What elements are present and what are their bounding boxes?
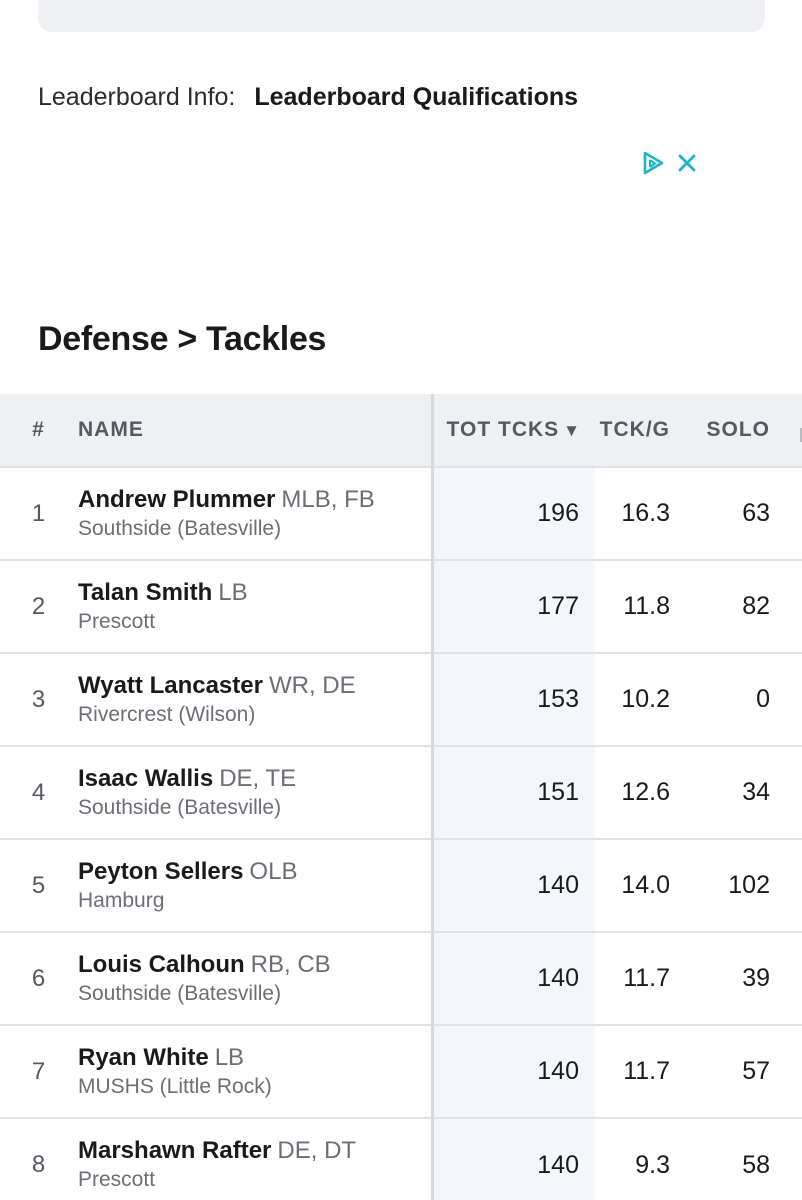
- row-solo: 63: [742, 499, 770, 527]
- player-name-line: Isaac Wallis DE, TE: [78, 764, 409, 794]
- player-position: DE, TE: [219, 764, 297, 792]
- row-total-tackles: 153: [430, 653, 595, 746]
- row-solo: 39: [742, 964, 770, 992]
- player-team[interactable]: Prescott: [78, 609, 156, 633]
- row-solo: 102: [728, 871, 770, 899]
- player-team[interactable]: Southside (Batesville): [78, 516, 282, 540]
- table-row[interactable]: 7 Ryan White LB MUSHS (Little Rock) 140 11.7 5…: [0, 1025, 802, 1118]
- player-name[interactable]: Talan Smith: [78, 578, 213, 606]
- player-name-line: Talan Smith LB: [78, 578, 409, 608]
- player-name-line: Louis Calhoun RB, CB: [78, 950, 409, 980]
- row-tackles-per-game: 16.3: [621, 499, 670, 527]
- row-total-tackles: 151: [430, 746, 595, 839]
- row-total-tackles: 140: [430, 932, 595, 1025]
- row-total-tackles: 140: [430, 1118, 595, 1200]
- row-player[interactable]: Peyton Sellers OLB Hamburg: [60, 839, 432, 932]
- player-name[interactable]: Ryan White: [78, 1043, 209, 1071]
- table-row[interactable]: 4 Isaac Wallis DE, TE Southside (Batesville…: [0, 746, 802, 839]
- row-player[interactable]: Louis Calhoun RB, CB Southside (Batesville…: [60, 932, 432, 1025]
- row-solo: 82: [742, 592, 770, 620]
- row-total-tackles: 140: [430, 839, 595, 932]
- row-total-tackles: 140: [430, 1025, 595, 1118]
- section-title: Defense > Tackles: [38, 320, 327, 358]
- player-team[interactable]: Rivercrest (Wilson): [78, 702, 256, 726]
- table-row[interactable]: 1 Andrew Plummer MLB, FB Southside (Batesvi…: [0, 467, 802, 560]
- leaderboard-info: Leaderboard Info: Leaderboard Qualificat…: [38, 82, 578, 112]
- table-row[interactable]: 6 Louis Calhoun RB, CB Southside (Batesvill…: [0, 932, 802, 1025]
- row-player[interactable]: Andrew Plummer MLB, FB Southside (Batesvil…: [60, 467, 432, 560]
- player-name-line: Marshawn Rafter DE, DT: [78, 1136, 409, 1166]
- player-position: RB, CB: [250, 950, 331, 978]
- row-rank: 3: [31, 685, 46, 713]
- scroll-edge-indicator: [800, 428, 802, 442]
- row-rank: 6: [31, 964, 46, 992]
- player-name-line: Peyton Sellers OLB: [78, 857, 409, 887]
- table-row[interactable]: 5 Peyton Sellers OLB Hamburg 140 14.0 102: [0, 839, 802, 932]
- player-position: LB: [218, 578, 248, 606]
- player-team[interactable]: Prescott: [78, 1168, 156, 1191]
- ad-controls: [640, 150, 698, 176]
- header-total-tackles[interactable]: TOT TCKS ▼: [430, 394, 595, 467]
- header-solo[interactable]: SOLO: [706, 418, 770, 441]
- row-rank: 5: [31, 871, 46, 899]
- row-solo: 57: [742, 1057, 770, 1085]
- leaderboard-info-label: Leaderboard Info:: [38, 83, 236, 111]
- row-tackles-per-game: 11.8: [623, 592, 670, 620]
- player-team[interactable]: Hamburg: [78, 888, 165, 912]
- row-rank: 1: [31, 499, 46, 527]
- leaderboard-qualifications-link[interactable]: Leaderboard Qualifications: [254, 83, 579, 111]
- player-position: WR, DE: [268, 671, 356, 699]
- row-rank: 7: [31, 1057, 46, 1085]
- row-tackles-per-game: 11.7: [623, 964, 670, 992]
- player-position: LB: [214, 1043, 245, 1071]
- row-player[interactable]: Talan Smith LB Prescott: [60, 560, 432, 653]
- header-tackles-per-game[interactable]: TCK/G: [599, 418, 670, 441]
- player-team[interactable]: Southside (Batesville): [78, 795, 282, 819]
- row-player[interactable]: Marshawn Rafter DE, DT Prescott: [60, 1118, 432, 1200]
- ad-choices-icon[interactable]: [640, 150, 666, 176]
- player-name[interactable]: Louis Calhoun: [78, 950, 245, 978]
- row-solo: 0: [756, 685, 770, 713]
- player-position: MLB, FB: [281, 485, 375, 513]
- row-tackles-per-game: 14.0: [621, 871, 670, 899]
- player-name[interactable]: Marshawn Rafter: [78, 1137, 272, 1164]
- row-solo: 34: [742, 778, 770, 806]
- player-team[interactable]: MUSHS (Little Rock): [78, 1074, 272, 1098]
- player-team[interactable]: Southside (Batesville): [78, 981, 282, 1005]
- header-rank: #: [32, 418, 45, 441]
- player-name[interactable]: Peyton Sellers: [78, 857, 244, 885]
- player-name[interactable]: Andrew Plummer: [78, 485, 276, 513]
- row-total-tackles: 177: [430, 560, 595, 653]
- header-total-tackles-label: TOT TCKS: [446, 418, 560, 441]
- table-row[interactable]: 3 Wyatt Lancaster WR, DE Rivercrest (Wilson…: [0, 653, 802, 746]
- player-position: OLB: [249, 857, 298, 885]
- table-row[interactable]: 2 Talan Smith LB Prescott 177 11.8 82: [0, 560, 802, 653]
- sort-descending-icon: ▼: [563, 421, 581, 440]
- row-tackles-per-game: 10.2: [621, 685, 670, 713]
- row-rank: 4: [31, 778, 46, 806]
- row-tackles-per-game: 12.6: [621, 778, 670, 806]
- row-player[interactable]: Wyatt Lancaster WR, DE Rivercrest (Wilson): [60, 653, 432, 746]
- player-name-line: Andrew Plummer MLB, FB: [78, 485, 409, 515]
- player-position: DE, DT: [277, 1137, 357, 1164]
- row-solo: 58: [742, 1150, 770, 1179]
- player-name-line: Wyatt Lancaster WR, DE: [78, 671, 409, 701]
- row-tackles-per-game: 11.7: [623, 1057, 670, 1085]
- row-player[interactable]: Isaac Wallis DE, TE Southside (Batesville): [60, 746, 432, 839]
- player-name[interactable]: Wyatt Lancaster: [78, 671, 263, 699]
- leaderboard-table: # NAME TOT TCKS ▼ TCK/G SOLO 1 Andrew Plum…: [0, 394, 802, 1200]
- row-total-tackles: 196: [430, 467, 595, 560]
- row-tackles-per-game: 9.3: [635, 1150, 670, 1179]
- table-row[interactable]: 8 Marshawn Rafter DE, DT Prescott 140 9.3 58: [0, 1118, 802, 1200]
- row-rank: 2: [31, 592, 46, 620]
- player-name[interactable]: Isaac Wallis: [78, 764, 214, 792]
- close-icon[interactable]: [676, 152, 698, 174]
- row-rank: 8: [31, 1151, 46, 1178]
- header-name[interactable]: NAME: [78, 418, 144, 441]
- player-name-line: Ryan White LB: [78, 1043, 409, 1073]
- filter-card: [38, 0, 765, 32]
- table-header-row: # NAME TOT TCKS ▼ TCK/G SOLO: [0, 394, 802, 467]
- row-player[interactable]: Ryan White LB MUSHS (Little Rock): [60, 1025, 432, 1118]
